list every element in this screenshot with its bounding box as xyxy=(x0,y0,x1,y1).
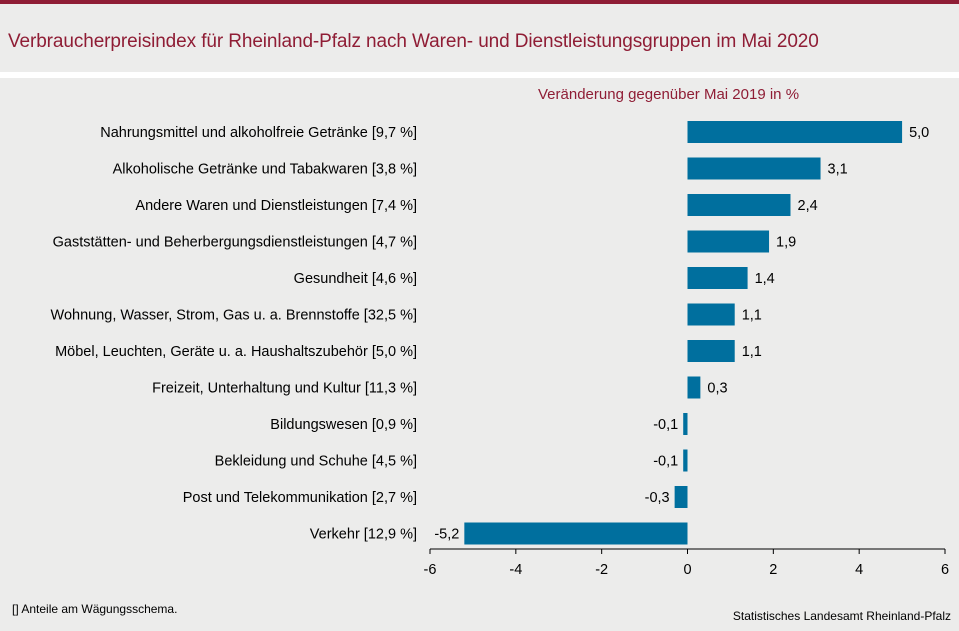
bar xyxy=(674,486,688,508)
bar xyxy=(687,230,770,253)
footnote: [] Anteile am Wägungsschema. xyxy=(12,602,178,616)
chart-title: Verbraucherpreisindex für Rheinland-Pfal… xyxy=(8,31,819,52)
bar xyxy=(687,157,821,180)
x-tick-label: 0 xyxy=(683,562,691,578)
x-tick-label: 2 xyxy=(769,562,777,578)
bar xyxy=(464,522,688,545)
data-label: -5,2 xyxy=(434,527,459,543)
category-label: Wohnung, Wasser, Strom, Gas u. a. Brenns… xyxy=(51,308,417,324)
category-label: Alkoholische Getränke und Tabakwaren [3,… xyxy=(113,162,417,178)
data-label: 0,3 xyxy=(707,381,727,397)
title-separator xyxy=(0,72,959,78)
bar xyxy=(687,267,748,289)
category-label: Freizeit, Unterhaltung und Kultur [11,3 … xyxy=(152,381,417,397)
data-label: 5,0 xyxy=(909,125,929,141)
data-label: -0,1 xyxy=(653,454,678,470)
title-band: Verbraucherpreisindex für Rheinland-Pfal… xyxy=(0,4,959,72)
x-tick-label: -2 xyxy=(595,562,608,578)
data-label: 2,4 xyxy=(798,198,818,214)
bar xyxy=(683,449,688,472)
x-tick-label: 4 xyxy=(855,562,863,578)
x-tick-label: 6 xyxy=(941,562,949,578)
x-tick-label: -4 xyxy=(509,562,522,578)
chart-subtitle: Veränderung gegenüber Mai 2019 in % xyxy=(538,86,800,103)
bar xyxy=(687,121,903,143)
source-note: Statistisches Landesamt Rheinland-Pfalz xyxy=(732,609,951,623)
data-label: 1,1 xyxy=(742,344,762,360)
data-label: 1,1 xyxy=(742,308,762,324)
category-label: Möbel, Leuchten, Geräte u. a. Haushaltsz… xyxy=(55,344,417,360)
category-label: Nahrungsmittel und alkoholfreie Getränke… xyxy=(100,125,417,141)
x-tick-label: -6 xyxy=(424,562,437,578)
category-label: Bildungswesen [0,9 %] xyxy=(270,417,417,433)
bar xyxy=(683,413,688,435)
category-label: Bekleidung und Schuhe [4,5 %] xyxy=(215,454,417,470)
bar xyxy=(687,376,701,399)
data-label: -0,3 xyxy=(645,490,670,506)
category-label: Verkehr [12,9 %] xyxy=(310,527,417,543)
data-label: 1,9 xyxy=(776,235,796,251)
bar xyxy=(687,303,735,326)
bar xyxy=(687,340,735,362)
category-label: Gaststätten- und Beherbergungsdienstleis… xyxy=(53,235,417,251)
data-label: 1,4 xyxy=(755,271,775,287)
data-label: -0,1 xyxy=(653,417,678,433)
top-accent-rule xyxy=(0,0,959,4)
category-label: Gesundheit [4,6 %] xyxy=(294,271,417,287)
category-label: Andere Waren und Dienstleistungen [7,4 %… xyxy=(135,198,417,214)
category-label: Post und Telekommunikation [2,7 %] xyxy=(183,490,417,506)
data-label: 3,1 xyxy=(828,162,848,178)
bar xyxy=(687,194,791,216)
